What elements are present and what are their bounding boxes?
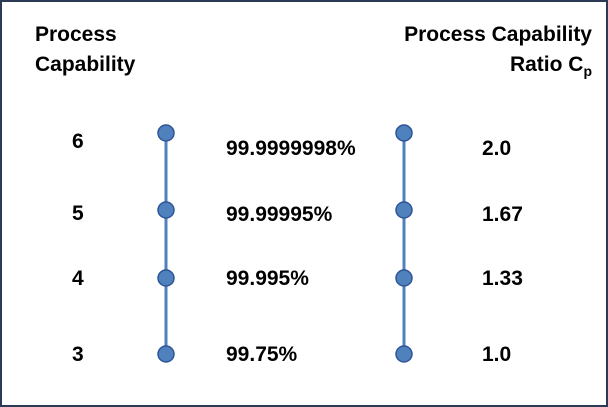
header-right-line2: Ratio Cp <box>392 50 592 86</box>
right-node-4 <box>395 269 413 287</box>
right-node-5 <box>395 201 413 219</box>
cp-value-4: 1.33 <box>482 267 523 290</box>
sigma-value-3: 3 <box>72 343 84 366</box>
cp-ratio-header: Process Capability Ratio Cp <box>392 20 592 86</box>
left-node-5 <box>157 201 175 219</box>
left-node-6 <box>157 124 175 142</box>
sigma-value-4: 4 <box>72 267 84 290</box>
sigma-value-6: 6 <box>72 130 84 153</box>
left-node-3 <box>157 345 175 363</box>
cp-value-3: 1.0 <box>482 343 512 366</box>
cp-value-6: 2.0 <box>482 137 512 160</box>
header-left-line1: Process <box>35 23 117 46</box>
header-right-line1: Process Capability <box>404 23 592 46</box>
sigma-value-5: 5 <box>72 202 84 225</box>
yield-value-6: 99.9999998% <box>226 137 356 160</box>
yield-value-3: 99.75% <box>226 343 298 366</box>
right-node-3 <box>395 345 413 363</box>
header-right-line2-text: Ratio C <box>509 53 584 76</box>
header-left-line2: Capability <box>35 53 136 76</box>
yield-value-5: 99.99995% <box>226 203 333 226</box>
header-right-subscript: p <box>583 63 592 79</box>
cp-value-5: 1.67 <box>482 203 523 226</box>
yield-value-4: 99.995% <box>226 267 309 290</box>
process-capability-header: Process Capability <box>35 20 135 80</box>
right-node-6 <box>395 124 413 142</box>
left-node-4 <box>157 269 175 287</box>
